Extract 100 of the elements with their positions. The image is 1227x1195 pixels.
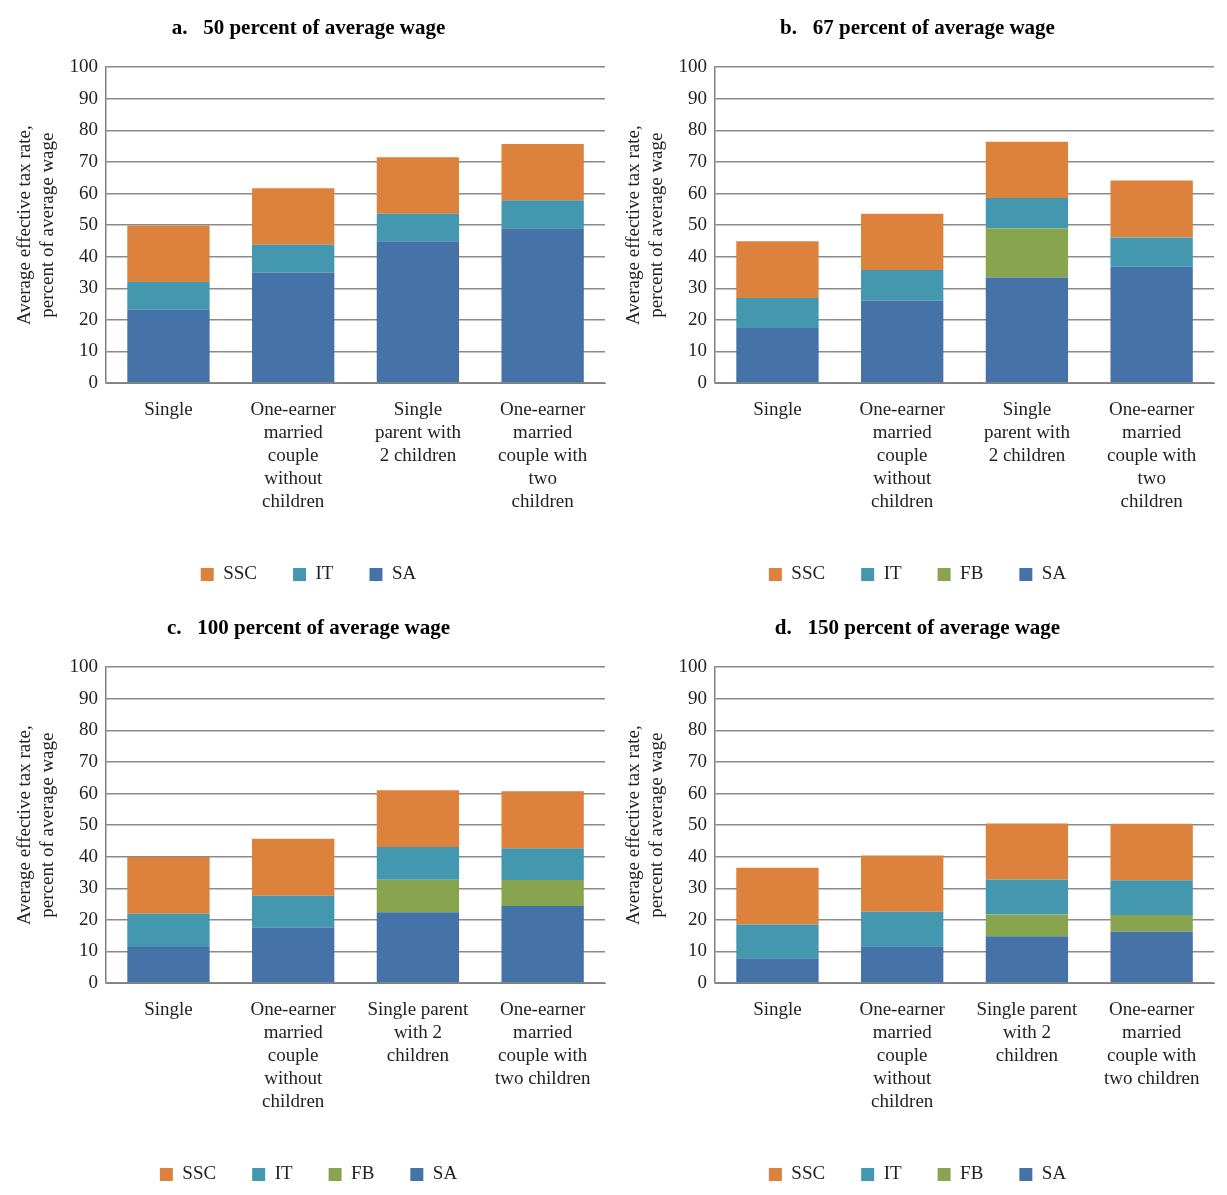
y-tick-label: 20 <box>79 307 99 329</box>
bar <box>1110 823 1193 881</box>
bar <box>736 924 819 959</box>
y-tick-label: 10 <box>688 339 708 361</box>
bar <box>252 895 335 928</box>
x-tick-label: Single parent with 2 children <box>983 398 1071 465</box>
y-tick-label: 30 <box>79 276 99 298</box>
y-tick-label: 80 <box>79 718 99 740</box>
x-tick-label: One-earner married couple without children <box>250 398 337 511</box>
chart-title: d. 150 percent of average wage <box>774 615 1061 640</box>
legend-label: SSC <box>223 562 258 584</box>
y-tick-label: 20 <box>688 907 708 929</box>
bar <box>1110 880 1193 916</box>
bar <box>985 277 1069 383</box>
y-tick-label: 0 <box>697 970 708 992</box>
y-tick-label: 80 <box>688 718 708 740</box>
bar <box>985 197 1069 229</box>
y-tick-label: 60 <box>688 181 708 203</box>
bar <box>501 905 584 983</box>
x-tick-label: One-earner married couple with two children <box>1103 998 1200 1088</box>
y-tick-label: 10 <box>79 939 99 961</box>
x-tick-label: Single parent with 2 children <box>367 998 470 1065</box>
bar <box>376 213 460 242</box>
y-tick-label: 60 <box>688 781 708 803</box>
bar <box>252 927 335 983</box>
y-tick-label: 30 <box>79 876 99 898</box>
y-tick-label: 20 <box>79 907 99 929</box>
legend-label: IT <box>883 562 902 584</box>
y-tick-label: 40 <box>688 844 708 866</box>
legend-label: FB <box>960 562 984 584</box>
y-tick-label: 50 <box>688 213 708 235</box>
bar <box>861 946 944 983</box>
chart-title: b. 67 percent of average wage <box>780 15 1055 40</box>
legend-label: SSC <box>182 1162 217 1184</box>
y-tick-label: 60 <box>79 781 99 803</box>
x-tick-label: One-earner married couple without children <box>250 998 337 1111</box>
y-tick-label: 70 <box>688 749 708 771</box>
y-axis-title: Average effective tax rate, percent of average wage <box>622 725 667 925</box>
x-tick-label: Single <box>753 398 802 420</box>
legend-label: IT <box>883 1162 902 1184</box>
bar <box>252 272 335 383</box>
y-tick-label: 0 <box>697 370 708 392</box>
bar <box>985 141 1069 198</box>
bar <box>861 213 944 270</box>
legend-label: FB <box>960 1162 984 1184</box>
legend-label: IT <box>274 1162 293 1184</box>
bar <box>985 879 1069 915</box>
bar <box>127 857 210 914</box>
y-tick-label: 40 <box>688 244 708 266</box>
bar <box>376 846 460 880</box>
bar <box>985 228 1069 278</box>
bar <box>501 848 584 881</box>
bar <box>252 188 335 245</box>
y-tick-label: 90 <box>688 686 708 708</box>
y-tick-label: 100 <box>69 55 99 77</box>
x-tick-label: Single <box>144 398 193 420</box>
y-tick-label: 100 <box>69 655 99 677</box>
y-tick-label: 0 <box>88 970 99 992</box>
y-tick-label: 70 <box>79 149 99 171</box>
y-tick-label: 50 <box>79 213 99 235</box>
x-tick-label: Single <box>144 998 193 1020</box>
bar <box>376 157 460 214</box>
legend-label: IT <box>315 562 334 584</box>
bar <box>736 298 819 329</box>
x-tick-label: One-earner married couple with two children <box>498 398 588 511</box>
bar <box>861 269 944 301</box>
legend-label: SSC <box>791 1162 826 1184</box>
y-tick-label: 0 <box>88 370 99 392</box>
bar <box>376 879 460 913</box>
bar <box>861 855 944 912</box>
x-tick-label: Single parent with 2 children <box>374 398 462 465</box>
bar <box>861 300 944 383</box>
y-tick-label: 90 <box>688 86 708 108</box>
bar <box>252 244 335 273</box>
x-tick-label: One-earner married couple without children <box>859 398 946 511</box>
y-tick-label: 80 <box>79 118 99 140</box>
y-tick-label: 40 <box>79 844 99 866</box>
legend-label: SA <box>1041 1162 1067 1184</box>
y-tick-label: 30 <box>688 876 708 898</box>
legend-label: FB <box>351 1162 375 1184</box>
bar <box>985 914 1069 937</box>
bar <box>501 143 584 201</box>
chart-title: c. 100 percent of average wage <box>166 615 451 640</box>
legend-label: SA <box>432 1162 458 1184</box>
y-tick-label: 100 <box>678 55 708 77</box>
bar <box>376 241 460 383</box>
bar <box>1110 180 1193 238</box>
bar <box>736 867 819 925</box>
bar <box>736 958 819 983</box>
bar <box>736 241 819 299</box>
bar <box>985 936 1069 983</box>
y-tick-label: 60 <box>79 181 99 203</box>
bar <box>861 911 944 947</box>
legend-label: SA <box>1041 562 1067 584</box>
bar <box>501 791 584 849</box>
bar <box>501 880 584 906</box>
bar <box>1110 266 1193 383</box>
bar <box>127 913 210 947</box>
y-tick-label: 70 <box>79 749 99 771</box>
bar <box>1110 915 1193 932</box>
